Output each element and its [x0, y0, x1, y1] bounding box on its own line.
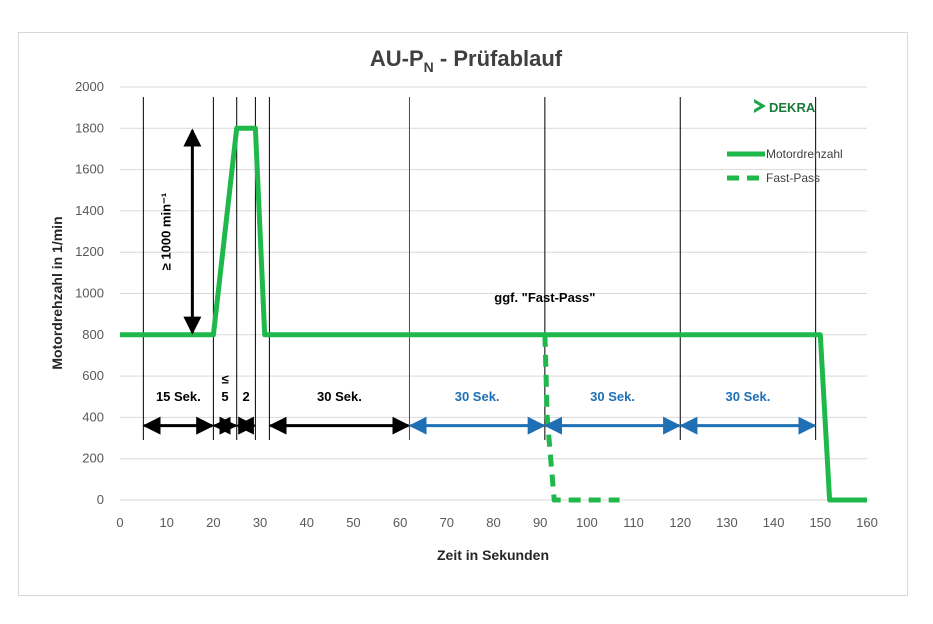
x-tick-label: 50	[346, 515, 360, 530]
x-tick-label: 110	[623, 515, 644, 530]
annotation-label: 30 Sek.	[726, 389, 771, 404]
x-tick-label: 120	[669, 515, 691, 530]
annotation-label: 30 Sek.	[317, 389, 362, 404]
y-axis-label: Motordrehzahl in 1/min	[49, 216, 65, 369]
chart-title-rest: - Prüfablauf	[434, 46, 563, 71]
y-tick-label: 1600	[75, 162, 104, 177]
y-tick-label: 0	[97, 492, 104, 507]
annotation-label: 5	[221, 389, 228, 404]
marker-lines	[142, 97, 817, 440]
x-tick-label: 60	[393, 515, 407, 530]
x-tick-label: 140	[763, 515, 785, 530]
x-tick-label: 40	[300, 515, 314, 530]
x-tick-label: 150	[809, 515, 831, 530]
series-motordrehzahl	[120, 125, 867, 503]
y-tick-label: 1800	[75, 120, 104, 135]
chart-title: AU-PN - Prüfablauf	[370, 46, 563, 75]
annotations: 15 Sek. ≤5 2 30 Sek. 30 Sek. 30 Sek. 30 Sek. gg…	[156, 193, 770, 404]
legend-label: Fast-Pass	[766, 171, 820, 185]
legend: Motordrehzahl Fast-Pass	[727, 147, 843, 185]
annotation-label: ≥ 1000 min⁻¹	[158, 193, 173, 271]
interval-arrows	[142, 128, 817, 435]
x-tick-labels: 0 10 20 30 40 50 60 70 80 90 100 110 120 130 140 150 160	[116, 515, 877, 530]
y-tick-label: 800	[82, 327, 104, 342]
dekra-logo: DEKRA	[754, 99, 816, 115]
x-tick-label: 30	[253, 515, 267, 530]
annotation-label: 30 Sek.	[590, 389, 635, 404]
x-tick-label: 20	[206, 515, 220, 530]
legend-label: Motordrehzahl	[766, 147, 843, 161]
annotation-label: ggf. "Fast-Pass"	[494, 290, 595, 305]
x-tick-label: 100	[576, 515, 598, 530]
annotation-label: 2	[242, 389, 249, 404]
chart-frame	[18, 32, 908, 596]
x-tick-label: 130	[716, 515, 738, 530]
annotation-label: 30 Sek.	[455, 389, 500, 404]
data-series	[120, 125, 867, 503]
x-axis-label: Zeit in Sekunden	[437, 547, 549, 563]
chart-title-main: AU-P	[370, 46, 424, 71]
chart-title-subscript: N	[424, 59, 434, 75]
y-tick-label: 200	[82, 451, 104, 466]
x-tick-label: 0	[116, 515, 123, 530]
series-fast-pass	[542, 334, 620, 503]
y-tick-labels: 0 200 400 600 800 1000 1200 1400 1600 1800 2000	[75, 79, 104, 507]
y-tick-label: 1400	[75, 203, 104, 218]
y-tick-label: 400	[82, 409, 104, 424]
x-tick-label: 90	[533, 515, 547, 530]
y-tick-label: 1200	[75, 244, 104, 259]
annotation-label: ≤	[221, 371, 228, 386]
y-tick-label: 600	[82, 368, 104, 383]
x-tick-label: 80	[486, 515, 500, 530]
annotation-label: 15 Sek.	[156, 389, 201, 404]
y-tick-label: 1000	[75, 286, 104, 301]
x-tick-label: 160	[856, 515, 878, 530]
dekra-logo-text: DEKRA	[769, 100, 816, 115]
x-tick-label: 10	[159, 515, 173, 530]
dekra-logo-icon	[754, 99, 766, 113]
y-tick-label: 2000	[75, 79, 104, 94]
x-tick-label: 70	[440, 515, 454, 530]
